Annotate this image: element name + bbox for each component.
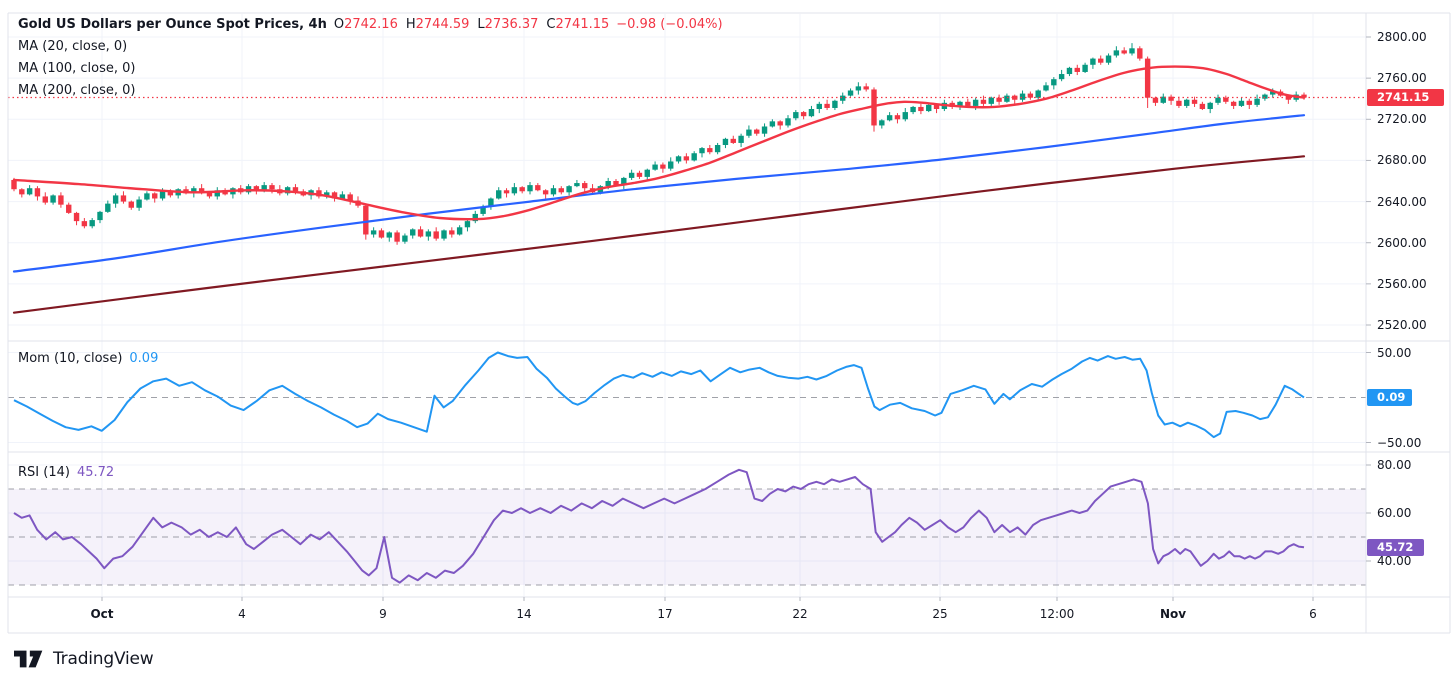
candlestick-series: [11, 43, 1307, 245]
price-tick-label: 2720.00: [1377, 112, 1427, 127]
ma200-legend-row[interactable]: MA (200, close, 0): [18, 82, 135, 98]
time-tick-label: 25: [932, 607, 948, 621]
ohlc-values: O2742.16 H2744.59 L2736.37 C2741.15: [334, 17, 609, 32]
momentum-tick-label: 50.00: [1377, 345, 1412, 360]
momentum-tick-label: −50.00: [1377, 435, 1422, 450]
time-axis[interactable]: Oct 4 9 14 17 22 25 12:00 Nov 6: [8, 597, 1450, 633]
momentum-value: 0.09: [129, 350, 159, 366]
symbol-title: Gold US Dollars per Ounce Spot Prices, 4…: [18, 16, 327, 32]
price-tick-label: 2520.00: [1377, 318, 1427, 332]
ohlc-H: H2744.59: [405, 16, 470, 32]
rsi-value: 45.72: [76, 464, 115, 480]
time-tick-label: 14: [516, 607, 532, 621]
momentum-line: [13, 351, 1305, 439]
ma100-label: MA (100, close, 0): [18, 60, 136, 76]
ohlc-O: O2742.16: [333, 16, 398, 32]
momentum-legend-row[interactable]: Mom (10, close) 0.09: [18, 350, 158, 366]
time-tick-label: Oct: [90, 607, 114, 621]
rsi-tick-label: 40.00: [1377, 554, 1412, 568]
tradingview-logo-text: TradingView: [53, 649, 154, 669]
momentum-value-badge: 0.09: [1367, 388, 1412, 406]
ma-line-0: [12, 65, 1306, 221]
tradingview-logo-icon: [14, 650, 43, 668]
ma20-legend-row[interactable]: MA (20, close, 0): [18, 38, 127, 54]
time-tick-label: 4: [238, 607, 246, 621]
time-tick-label: 17: [657, 607, 673, 621]
tradingview-logo[interactable]: TradingView: [14, 644, 154, 674]
ma20-label: MA (20, close, 0): [18, 38, 128, 54]
time-tick-label: 12:00: [1039, 607, 1075, 621]
time-tick-label: 6: [1309, 607, 1317, 621]
price-tick-label: 2680.00: [1377, 153, 1427, 168]
ma-line-1: [12, 114, 1306, 273]
rsi-line: [13, 468, 1305, 584]
price-axis[interactable]: 2800.00 2760.00 2720.00 2680.00 2640.00 2600.…: [1366, 13, 1450, 597]
rsi-value-badge: 45.72: [1367, 538, 1424, 556]
rsi-label: RSI (14): [18, 464, 70, 480]
ohlc-C: C2741.15: [546, 16, 610, 32]
price-tick-label: 2560.00: [1377, 276, 1427, 291]
ma-line-2: [12, 155, 1306, 314]
symbol-legend-row[interactable]: Gold US Dollars per Ounce Spot Prices, 4…: [18, 16, 723, 32]
rsi-tick-label: 60.00: [1377, 506, 1412, 520]
time-tick-label: Nov: [1159, 607, 1187, 621]
last-price-badge: 2741.15: [1367, 89, 1444, 107]
time-tick-label: 22: [792, 607, 808, 621]
price-tick-label: 2760.00: [1377, 71, 1427, 86]
price-tick-label: 2640.00: [1377, 194, 1427, 209]
ma100-legend-row[interactable]: MA (100, close, 0): [18, 60, 135, 76]
ma200-label: MA (200, close, 0): [18, 82, 136, 98]
ohlc-L: L2736.37: [477, 16, 539, 32]
time-tick-label: 9: [379, 607, 387, 621]
momentum-label: Mom (10, close): [18, 350, 123, 366]
change-value: −0.98 (−0.04%): [616, 16, 723, 32]
rsi-tick-label: 80.00: [1377, 458, 1412, 472]
price-tick-label: 2600.00: [1377, 235, 1427, 250]
price-tick-label: 2800.00: [1377, 30, 1427, 44]
rsi-legend-row[interactable]: RSI (14) 45.72: [18, 464, 114, 480]
